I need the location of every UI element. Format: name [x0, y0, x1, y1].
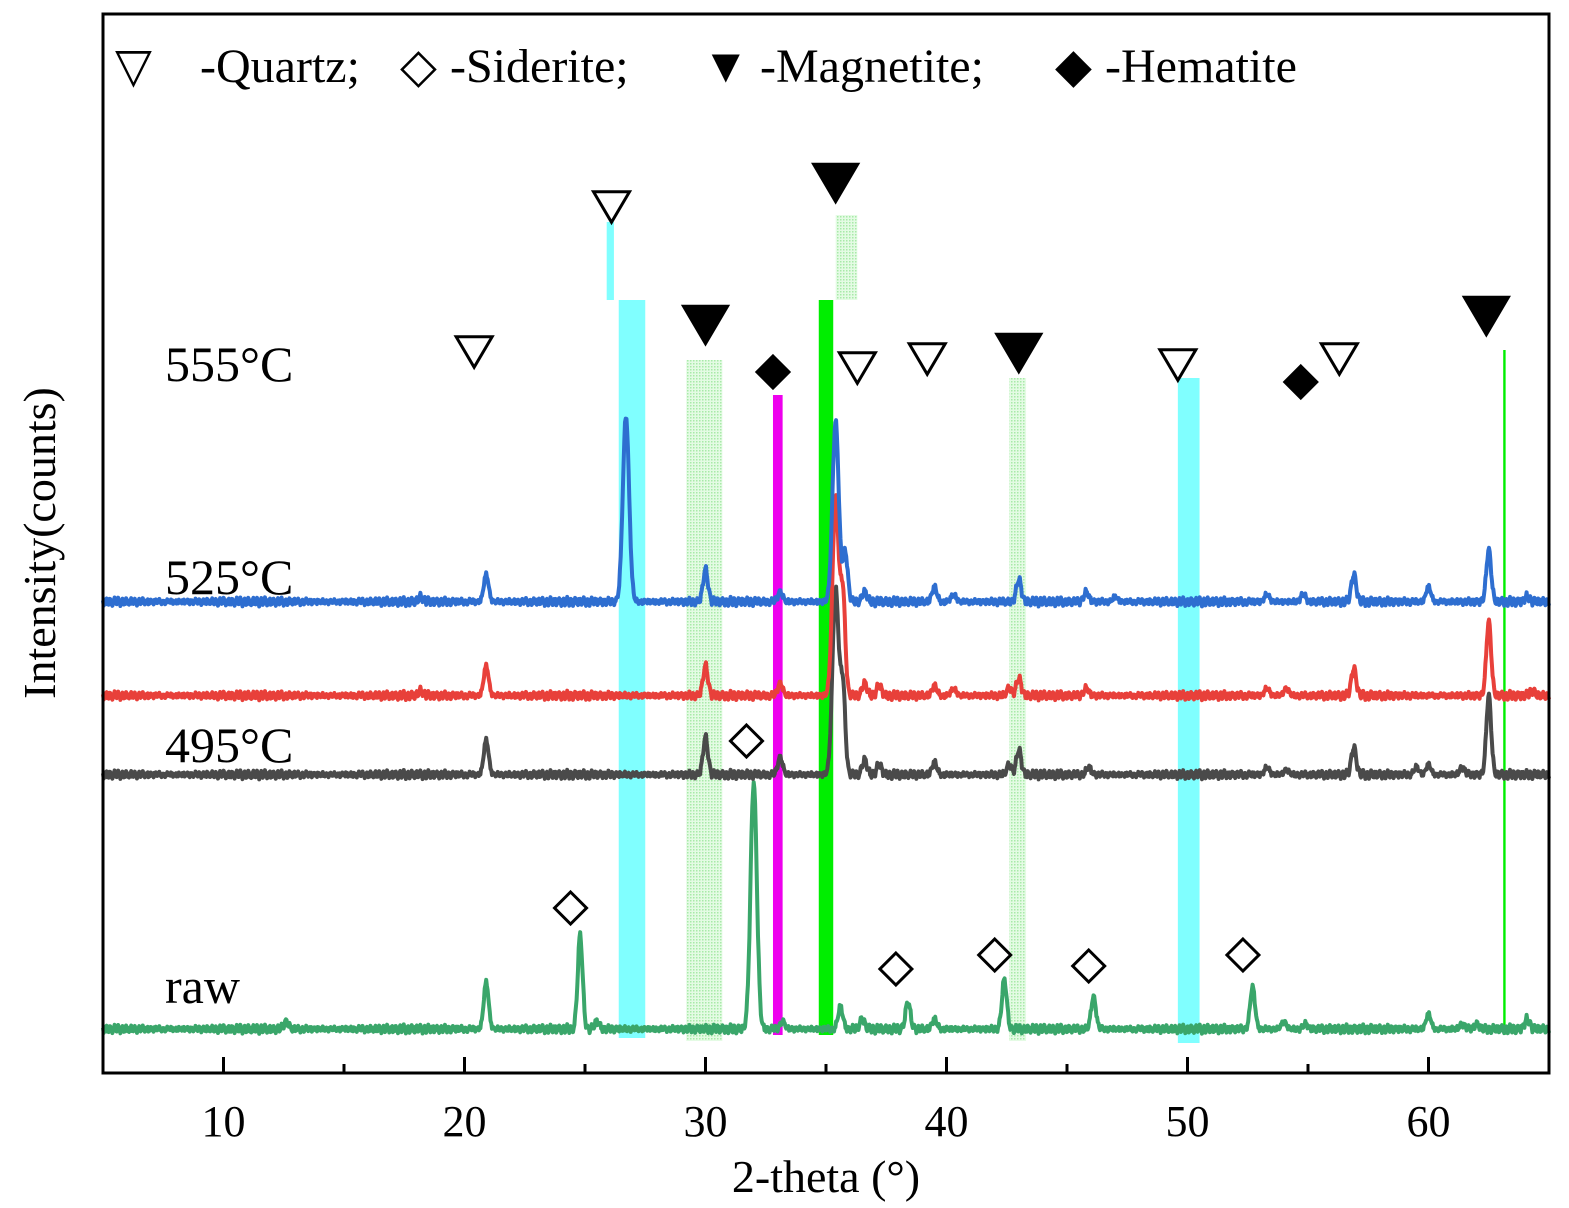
- x-tick-label: 60: [1407, 1097, 1451, 1146]
- x-tick-label: 10: [202, 1097, 246, 1146]
- y-axis-title: Intensity(counts): [14, 387, 65, 699]
- x-tick-label: 20: [443, 1097, 487, 1146]
- magnetite-marker: [994, 332, 1044, 375]
- magnetite-marker: [1461, 295, 1511, 338]
- siderite-marker: [1224, 936, 1262, 974]
- series-labels: raw 495°C 525°C 555°C: [165, 336, 293, 1014]
- legend-quartz-symbol: ▽: [115, 40, 152, 93]
- highlight-band: [818, 300, 834, 1035]
- siderite-marker: [976, 936, 1013, 974]
- series-label-raw: raw: [165, 958, 240, 1014]
- series-lines: [101, 416, 1551, 1036]
- legend-siderite-symbol: ◇: [400, 40, 437, 93]
- series-line: [101, 493, 1551, 703]
- x-axis-title: 2-theta (°): [732, 1151, 920, 1202]
- siderite-marker: [1070, 947, 1107, 985]
- quartz-marker: [836, 351, 878, 387]
- quartz-marker: [1157, 348, 1199, 384]
- hematite-marker: [1282, 363, 1319, 401]
- legend-hematite-label: -Hematite: [1105, 40, 1297, 93]
- legend-hematite-symbol: ◆: [1055, 40, 1092, 93]
- highlight-band: [618, 300, 646, 1038]
- magnetite-marker: [680, 304, 731, 347]
- legend-siderite-label: -Siderite;: [450, 40, 629, 93]
- hematite-marker: [754, 353, 792, 391]
- siderite-marker: [877, 950, 915, 988]
- magnetite-marker: [811, 162, 861, 205]
- x-axis-ticks: 10 20 30 40 50 60: [202, 1057, 1451, 1146]
- legend: ▽ -Quartz; ◇ -Siderite; ▼ -Magnetite; ◆ …: [115, 40, 1297, 93]
- quartz-marker: [1318, 342, 1360, 378]
- highlight-band: [835, 215, 858, 300]
- x-tick-label: 30: [684, 1097, 728, 1146]
- series-line: [101, 584, 1551, 782]
- quartz-marker: [453, 335, 495, 371]
- x-tick-label: 50: [1166, 1097, 1210, 1146]
- legend-magnetite-label: -Magnetite;: [760, 40, 984, 93]
- quartz-marker: [906, 342, 948, 378]
- series-label-495: 495°C: [165, 717, 293, 773]
- siderite-marker: [552, 889, 589, 927]
- series-label-525: 525°C: [165, 549, 293, 605]
- quartz-marker: [590, 190, 633, 226]
- series-label-555: 555°C: [165, 336, 293, 392]
- peak-markers: [453, 162, 1511, 988]
- highlight-band: [772, 395, 783, 1035]
- series-line: [101, 780, 1551, 1036]
- x-tick-label: 40: [925, 1097, 969, 1146]
- series-line: [101, 416, 1551, 609]
- highlight-bands: [606, 215, 1506, 1043]
- legend-quartz-label: -Quartz;: [200, 40, 360, 93]
- highlight-band: [606, 222, 614, 300]
- highlight-band: [1009, 378, 1027, 1041]
- siderite-marker: [728, 722, 765, 760]
- legend-magnetite-symbol: ▼: [702, 40, 750, 93]
- highlight-band: [1177, 378, 1200, 1043]
